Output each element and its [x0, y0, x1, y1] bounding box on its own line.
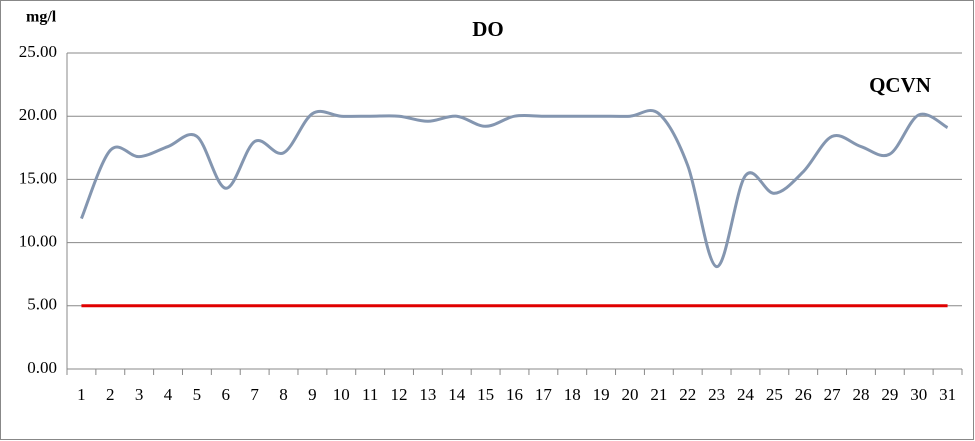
y-tick-label: 20.00	[19, 105, 57, 124]
x-tick-label: 8	[279, 385, 288, 404]
series-label: QCVN	[869, 73, 931, 97]
x-tick-label: 26	[795, 385, 812, 404]
x-tick-label: 12	[391, 385, 408, 404]
y-tick-label: 0.00	[27, 358, 57, 377]
x-tick-label: 23	[708, 385, 725, 404]
x-tick-label: 18	[564, 385, 581, 404]
x-tick-label: 28	[852, 385, 869, 404]
x-tick-label: 15	[477, 385, 494, 404]
x-tick-label: 17	[535, 385, 553, 404]
x-tick-label: 9	[308, 385, 317, 404]
y-tick-label: 5.00	[27, 295, 57, 314]
x-tick-label: 19	[593, 385, 610, 404]
x-tick-label: 1	[77, 385, 86, 404]
x-tick-label: 14	[448, 385, 466, 404]
x-tick-label: 5	[193, 385, 202, 404]
x-tick-label: 27	[824, 385, 842, 404]
chart-title: DO	[472, 17, 504, 41]
x-tick-label: 30	[910, 385, 927, 404]
x-tick-label: 3	[135, 385, 144, 404]
y-tick-label: 15.00	[19, 168, 57, 187]
x-tick-label: 6	[222, 385, 231, 404]
x-tick-label: 29	[881, 385, 898, 404]
x-tick-label: 7	[250, 385, 259, 404]
y-tick-label: 10.00	[19, 232, 57, 251]
x-tick-label: 22	[679, 385, 696, 404]
x-tick-label: 16	[506, 385, 523, 404]
x-tick-label: 10	[333, 385, 350, 404]
series-line	[80, 109, 949, 269]
x-tick-label: 24	[737, 385, 755, 404]
y-tick-label: 25.00	[19, 42, 57, 61]
y-axis-label: mg/l	[26, 9, 57, 26]
x-tick-label: 31	[939, 385, 956, 404]
x-tick-label: 4	[164, 385, 173, 404]
x-tick-label: 20	[621, 385, 638, 404]
x-tick-label: 2	[106, 385, 115, 404]
x-tick-label: 25	[766, 385, 783, 404]
x-tick-label: 13	[419, 385, 436, 404]
x-tick-label: 21	[650, 385, 667, 404]
x-tick-label: 11	[362, 385, 378, 404]
